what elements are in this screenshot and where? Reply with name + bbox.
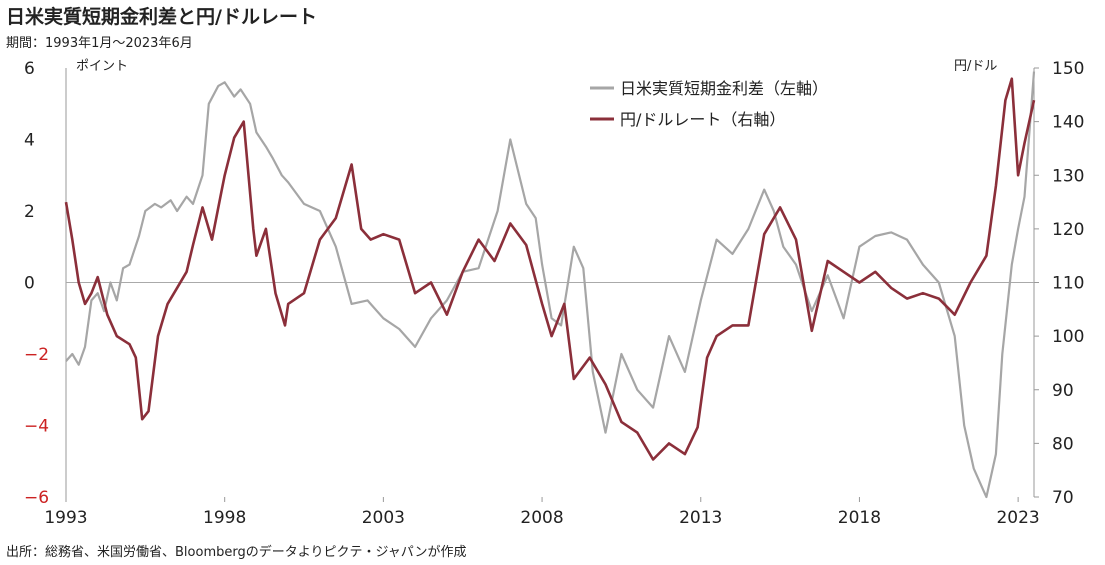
chart-source: 出所：総務省、米国労働省、Bloombergのデータよりピクテ・ジャパンが作成: [6, 545, 467, 560]
x-tick-label: 2008: [520, 508, 563, 528]
right-tick-label: 110: [1052, 274, 1084, 294]
right-tick-label: 150: [1052, 59, 1084, 79]
left-tick-label: 2: [24, 202, 35, 222]
left-tick-label: 4: [24, 131, 35, 151]
left-tick-label: −4: [24, 417, 49, 437]
right-tick-label: 100: [1052, 327, 1084, 347]
left-tick-label: 6: [24, 59, 35, 79]
right-axis-unit: 円/ドル: [954, 59, 997, 74]
legend: 日米実質短期金利差（左軸） 円/ドルレート（右軸）: [590, 79, 828, 129]
x-tick-label: 2023: [996, 508, 1039, 528]
chart-title: 日米実質短期金利差と円/ドルレート: [6, 6, 317, 28]
left-axis-ticks: 6 4 2 0 −2 −4 −6: [24, 59, 49, 508]
x-tick-label: 2013: [679, 508, 722, 528]
legend-label-fx: 円/ドルレート（右軸）: [620, 110, 785, 129]
left-axis-unit: ポイント: [76, 59, 128, 74]
legend-label-spread: 日米実質短期金利差（左軸）: [620, 79, 828, 98]
right-tick-label: 140: [1052, 113, 1084, 133]
left-tick-label: −6: [24, 488, 49, 508]
right-tick-label: 130: [1052, 166, 1084, 186]
x-tick-label: 2018: [838, 508, 881, 528]
plot-frame: [65, 68, 1035, 497]
chart-period: 期間：1993年1月～2023年6月: [6, 36, 193, 51]
series-lines: [64, 71, 1036, 499]
x-axis-ticks: 1993 1998 2003 2008 2013 2018 2023: [44, 497, 1040, 528]
right-axis-ticks: 150 140 130 120 110 100 90 80 70: [1034, 59, 1084, 508]
right-tick-label: 80: [1052, 434, 1074, 454]
x-tick-label: 1998: [203, 508, 246, 528]
series-line-rate-spread: [65, 71, 1036, 499]
x-tick-label: 1993: [44, 508, 87, 528]
right-tick-label: 90: [1052, 381, 1074, 401]
series-line-usdjpy: [64, 77, 1036, 461]
right-tick-label: 120: [1052, 220, 1084, 240]
x-tick-label: 2003: [362, 508, 405, 528]
left-tick-label: −2: [24, 345, 49, 365]
left-tick-label: 0: [24, 274, 35, 294]
right-tick-label: 70: [1052, 488, 1074, 508]
